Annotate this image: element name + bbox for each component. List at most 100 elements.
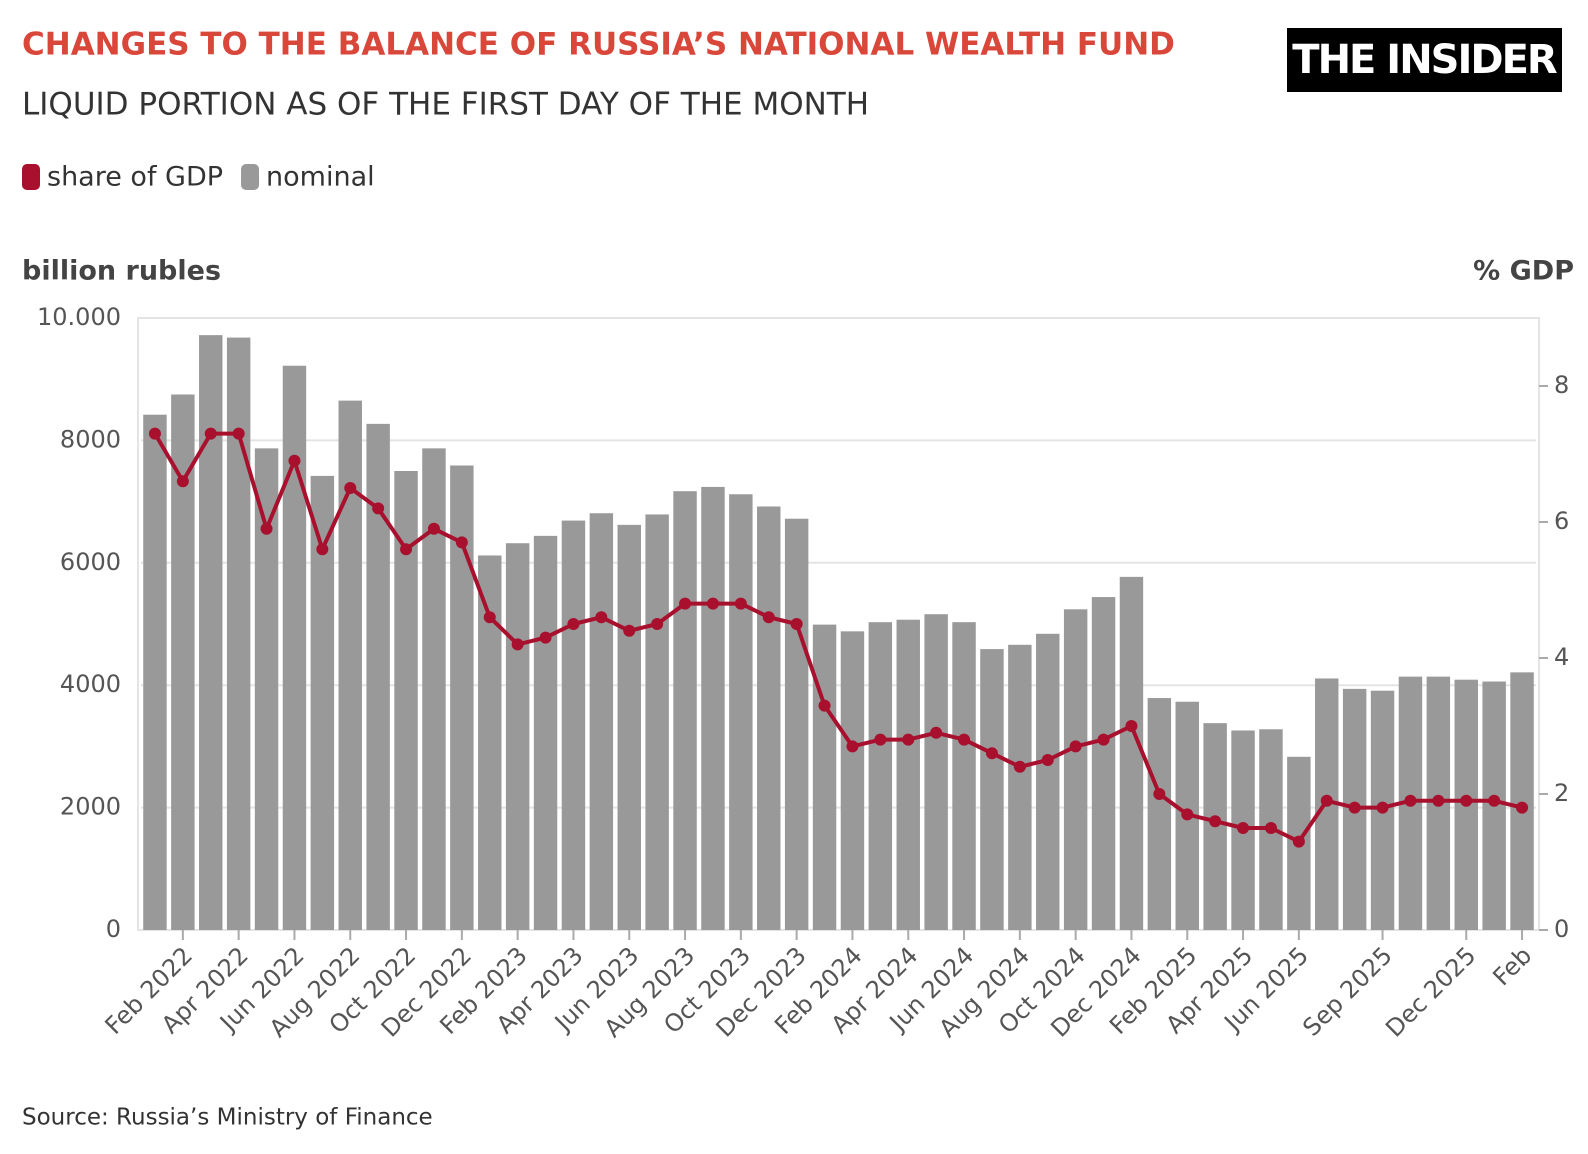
bar [366,423,390,930]
chart-subtitle: LIQUID PORTION AS OF THE FIRST DAY OF TH… [22,87,869,123]
y2-axis-title: % GDP [1473,256,1574,287]
line-point [1097,733,1110,746]
line-point [985,747,998,760]
line-point [1181,808,1194,821]
bar [450,465,474,930]
y-tick-label: 10.000 [37,303,121,331]
line-point [651,618,664,630]
bar [840,631,865,930]
line-point [706,597,719,610]
y-tick-label: 0 [106,915,121,943]
bar [701,486,725,930]
x-tick-label: Feb [1487,941,1537,991]
line-point [1376,801,1389,814]
bar [868,622,893,930]
line-point [400,543,413,556]
line-point [148,427,161,440]
bar [282,365,307,931]
bar [422,448,446,930]
bar [310,475,335,930]
bar [478,555,502,930]
line-point [1488,794,1501,807]
line-point [734,597,747,610]
line-point [958,733,971,746]
bar [143,414,167,930]
line-point [372,502,385,515]
bar [729,494,753,930]
bar [254,448,279,930]
y-tick-label: 6000 [60,548,121,576]
y-tick-label: 8000 [60,425,121,453]
line-point [1320,794,1333,807]
bar [171,394,195,930]
x-tick-label: Dec 2025 [1380,941,1481,1042]
line-point [260,522,273,535]
bar [1147,698,1172,930]
bar [199,335,223,930]
logo: THE INSIDER [1292,37,1557,83]
bar [1036,633,1060,930]
bar [1091,597,1116,930]
line-point [427,522,440,535]
line-point [679,597,692,610]
line-point [1069,740,1082,753]
line-point [316,543,329,556]
line-point [1237,822,1250,834]
bar [896,619,920,930]
line-point [511,638,524,651]
bar [757,506,781,930]
line-point [874,733,887,746]
line-point [483,611,496,624]
line-point [595,611,608,624]
line-point [1348,801,1361,814]
chart-title: CHANGES TO THE BALANCE OF RUSSIA’S NATIO… [22,27,1175,63]
line-point [790,618,803,630]
line-point [204,427,217,440]
bar [561,520,586,930]
y2-tick-label: 8 [1554,371,1569,399]
bar [394,471,418,930]
bar [1510,672,1534,930]
bar [1119,576,1144,930]
logo-box [1287,28,1562,92]
line-point [1516,801,1529,814]
bar [1063,609,1088,930]
y-tick-label: 4000 [60,670,121,698]
line-point [567,618,580,630]
line-point [1460,794,1473,807]
bar [952,622,976,930]
line-point [344,482,357,494]
bar [924,614,948,930]
y2-tick-label: 2 [1554,779,1569,807]
line-point [455,536,468,549]
line-point [623,624,636,637]
bar [812,624,837,930]
line-point [1125,720,1138,732]
line-point [762,611,775,624]
line-point [232,427,245,440]
line-point [1432,794,1445,807]
bar [1008,644,1032,930]
line-point [1153,788,1166,800]
line-point [1013,760,1026,773]
legend-label: share of GDP [47,162,223,193]
line-point [930,726,943,739]
line-point [846,740,859,753]
line-point [1209,815,1222,828]
line-point [1292,835,1305,848]
x-tick-label: Sep 2025 [1297,941,1397,1041]
bar [505,543,530,930]
bar [980,649,1004,930]
bar [338,400,362,930]
bar [589,513,614,930]
y2-tick-label: 0 [1554,915,1569,943]
bar [533,535,558,930]
bar [784,518,809,930]
line-point [539,631,552,644]
y-tick-label: 2000 [60,793,121,821]
y-axis-title: billion rubles [22,256,221,287]
line-point [288,454,301,467]
bar [645,514,669,930]
bar [673,491,697,930]
y2-tick-label: 4 [1554,643,1569,671]
